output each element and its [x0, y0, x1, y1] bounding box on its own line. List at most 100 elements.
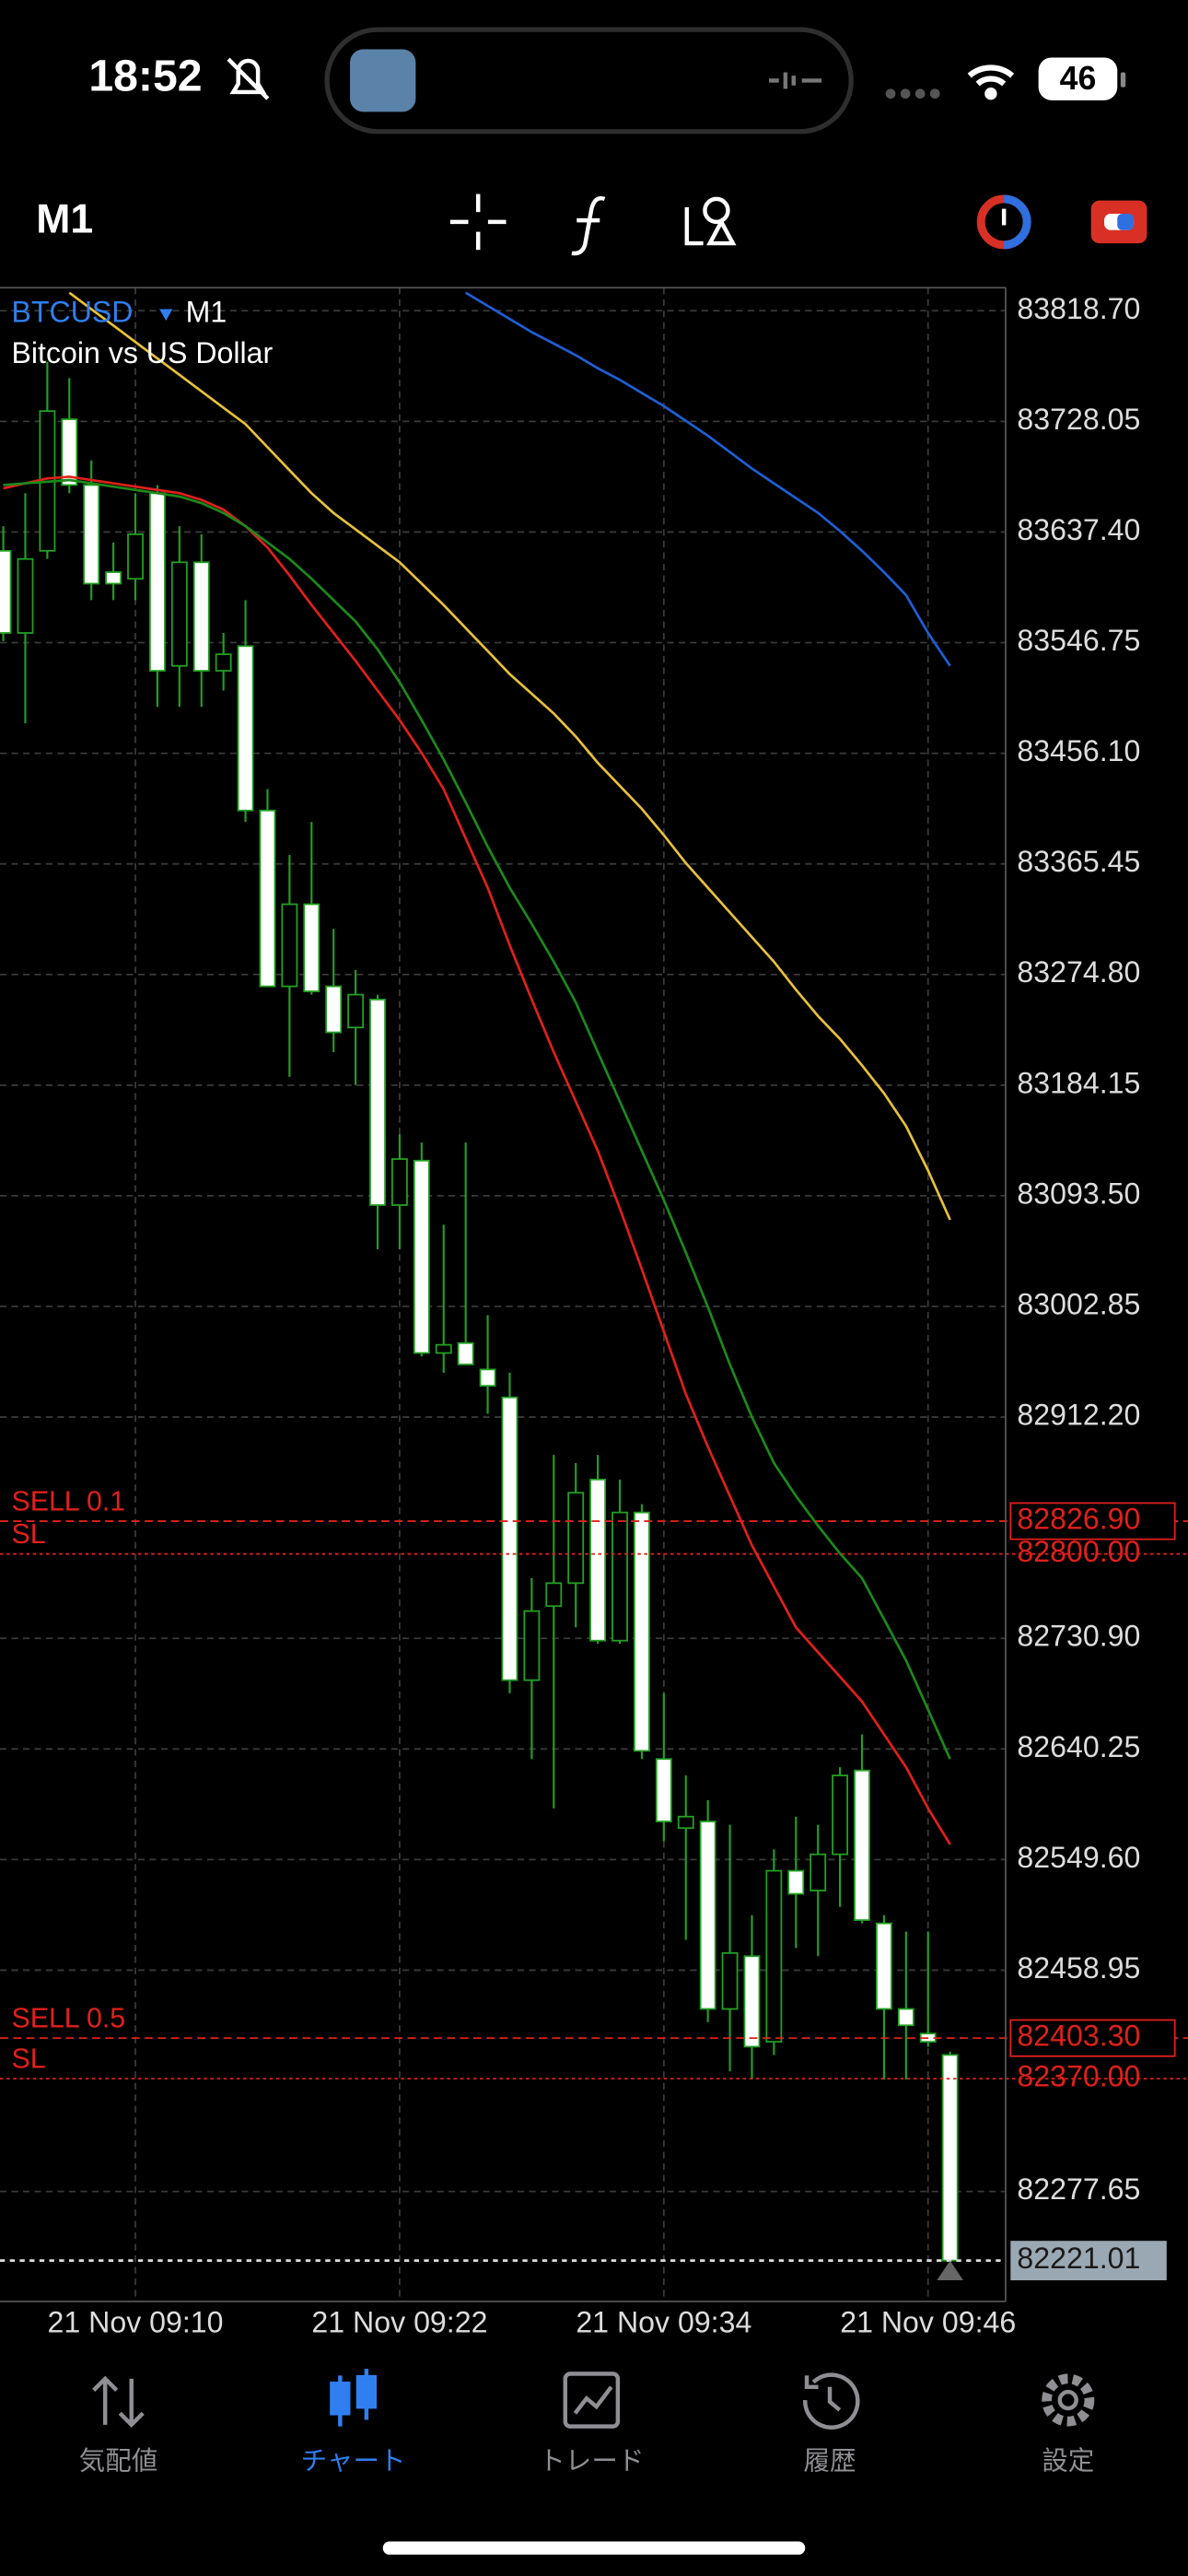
timeframe-button[interactable]: M1 — [36, 197, 93, 242]
candle-body — [215, 653, 232, 672]
bell-off-icon — [227, 57, 270, 100]
candle-body — [170, 561, 188, 667]
tab-bar — [0, 2347, 1188, 2576]
candle-body — [369, 999, 386, 1206]
y-tick-label: 82458.95 — [1017, 1951, 1140, 1985]
icon-shape — [803, 2372, 860, 2430]
battery-cap — [1120, 72, 1126, 88]
y-tick-label: 82640.25 — [1017, 1730, 1140, 1763]
y-tick-label: 83546.75 — [1017, 624, 1140, 657]
current-price-label: 82221.01 — [1017, 2242, 1140, 2275]
tab-item[interactable]: 履歴 — [803, 2372, 860, 2476]
cellular-icon — [885, 88, 940, 100]
tab-icon[interactable] — [1042, 2373, 1095, 2427]
tab-item[interactable]: チャート — [301, 2369, 406, 2476]
tab-icon[interactable] — [563, 2371, 621, 2429]
candle-body — [303, 903, 320, 992]
activity-indicator — [769, 72, 822, 89]
tab-item[interactable]: トレード — [539, 2371, 644, 2476]
y-tick-label: 82730.90 — [1017, 1620, 1140, 1653]
objects-button[interactable] — [684, 196, 737, 246]
candle-body — [61, 418, 78, 486]
candle-body — [634, 1511, 650, 1752]
indicators-button[interactable] — [571, 196, 606, 256]
y-tick-label: 82912.20 — [1017, 1399, 1140, 1432]
tab-label[interactable]: トレード — [539, 2446, 644, 2476]
candle-body — [743, 1955, 761, 2048]
symbol-dropdown[interactable] — [159, 309, 173, 321]
home-indicator — [382, 2541, 806, 2555]
crosshair-button[interactable] — [449, 193, 507, 251]
candle-body — [127, 533, 144, 580]
level-price: 82403.30 — [1017, 2020, 1140, 2053]
tab-item[interactable]: 気配値 — [79, 2375, 158, 2476]
tab-icon[interactable] — [803, 2372, 860, 2430]
icon-shape — [92, 2375, 145, 2428]
candle-body — [501, 1396, 518, 1681]
candle-body — [787, 1869, 805, 1895]
candle-body — [809, 1853, 827, 1891]
candle-body — [281, 903, 298, 988]
tab-label[interactable]: チャート — [301, 2446, 406, 2476]
tab-icon[interactable] — [92, 2375, 145, 2428]
candle-body — [325, 985, 343, 1034]
one-click-button[interactable] — [1090, 200, 1147, 244]
level-name: SELL 0.5 — [11, 2004, 125, 2034]
y-tick-label: 83093.50 — [1017, 1177, 1140, 1210]
current-price-marker — [937, 2260, 963, 2281]
candle-body — [545, 1582, 563, 1608]
chart-timeframe: M1 — [186, 295, 227, 328]
level-price-box — [1009, 1502, 1176, 1540]
candle-body — [413, 1159, 430, 1354]
candle-body — [677, 1815, 694, 1830]
trade-button[interactable] — [976, 194, 1031, 250]
icon-shape — [330, 2382, 351, 2416]
level-price: 82800.00 — [1017, 1535, 1140, 1568]
x-tick-label: 21 Nov 09:22 — [311, 2305, 487, 2338]
icon-shape — [563, 2371, 621, 2429]
candle-body — [699, 1821, 716, 2010]
y-tick-label: 82277.65 — [1017, 2172, 1140, 2206]
candle-body — [105, 571, 122, 585]
candle-body — [875, 1922, 892, 2010]
ma-line — [464, 291, 951, 667]
candle-body — [721, 1951, 739, 2010]
candle-body — [237, 645, 254, 812]
candle-body — [832, 1774, 849, 1856]
ma-line — [3, 478, 951, 1760]
symbol[interactable]: BTCUSD — [11, 295, 133, 328]
candle-body — [391, 1158, 408, 1206]
level-price-box — [1009, 2019, 1176, 2057]
tab-label[interactable]: 設定 — [1042, 2446, 1094, 2476]
y-tick-label: 83002.85 — [1017, 1287, 1140, 1320]
candle-body — [567, 1492, 585, 1585]
candle-body — [83, 484, 100, 585]
tab-label[interactable]: 履歴 — [803, 2446, 856, 2476]
y-tick-label: 83728.05 — [1017, 403, 1140, 436]
y-tick-label: 83456.10 — [1017, 734, 1140, 767]
tab-item[interactable]: 設定 — [1042, 2373, 1095, 2476]
battery-level: 46 — [1060, 60, 1097, 97]
candle-body — [149, 492, 166, 672]
tab-icon[interactable] — [330, 2369, 378, 2427]
candle-body — [479, 1368, 496, 1388]
candle-body — [854, 1769, 870, 1921]
candle-body — [941, 2054, 959, 2262]
y-tick-label: 83365.45 — [1017, 845, 1140, 878]
x-tick-label: 21 Nov 09:46 — [840, 2305, 1016, 2338]
clock: 18:52 — [88, 51, 202, 100]
candle-body — [611, 1511, 628, 1642]
dynamic-island — [324, 27, 854, 135]
wifi-icon — [967, 64, 1015, 100]
level-name: SELL 0.1 — [11, 1486, 125, 1516]
tab-label[interactable]: 気配値 — [79, 2446, 158, 2476]
x-tick-label: 21 Nov 09:10 — [48, 2305, 224, 2338]
candle-body — [192, 561, 210, 672]
level-price: 82370.00 — [1017, 2060, 1140, 2093]
candle-body — [523, 1610, 541, 1681]
candle-body — [259, 809, 276, 988]
candle-body — [655, 1758, 672, 1822]
candle-body — [589, 1478, 607, 1642]
candle-body — [435, 1343, 452, 1354]
